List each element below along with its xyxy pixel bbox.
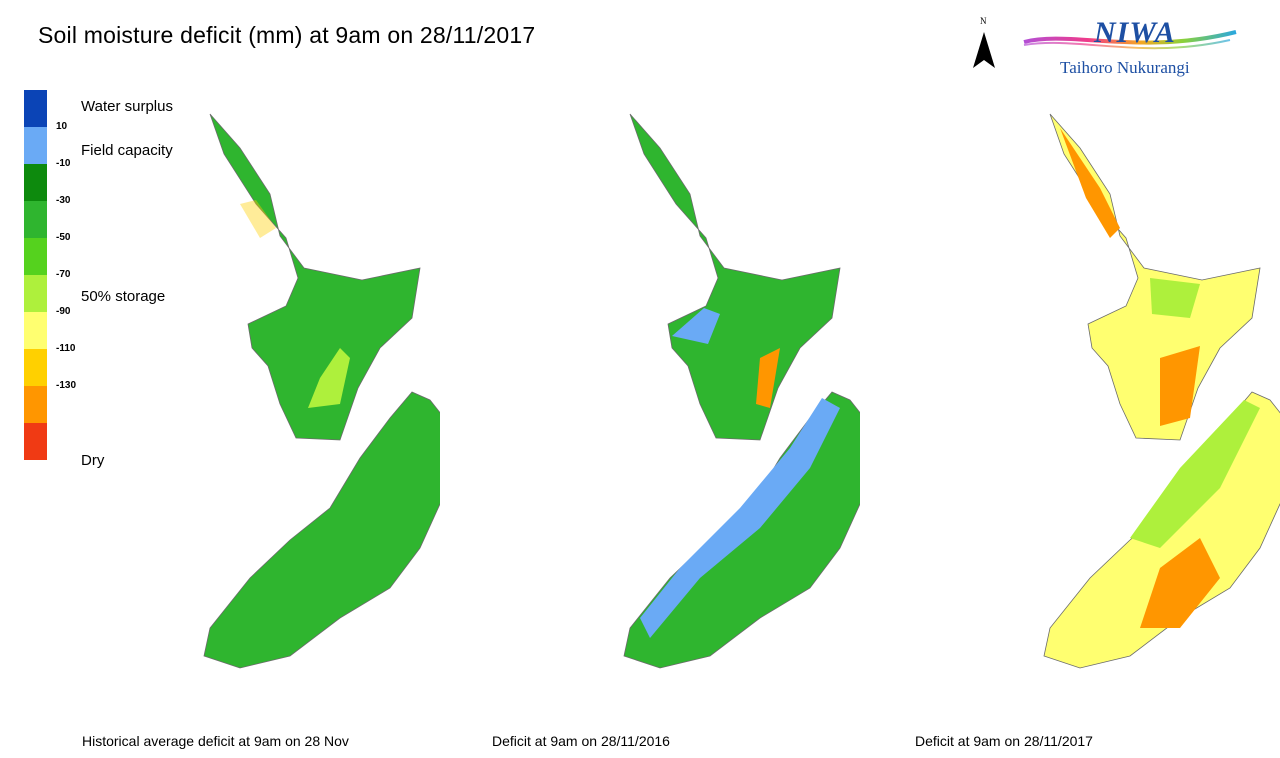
map-historical-average xyxy=(203,113,440,669)
legend-swatch xyxy=(24,201,47,238)
north-arrow-icon xyxy=(973,32,995,68)
legend-tick-label: -70 xyxy=(56,269,71,280)
legend-swatch xyxy=(24,275,47,312)
niwa-wordmark: NIWA xyxy=(1094,16,1176,49)
legend-tick-label: -30 xyxy=(56,195,71,206)
legend-label-50-storage: 50% storage xyxy=(81,288,166,305)
south-island xyxy=(1043,391,1280,669)
caption-deficit-2016: Deficit at 9am on 28/11/2016 xyxy=(492,733,670,749)
legend-label-dry: Dry xyxy=(81,452,105,469)
legend-swatch xyxy=(24,127,47,164)
legend-swatch xyxy=(24,238,47,275)
legend-tick-label: -10 xyxy=(56,158,71,169)
map-deficit-2017 xyxy=(1043,113,1280,669)
legend-swatch xyxy=(24,386,47,423)
legend-swatch xyxy=(24,423,47,460)
legend-tick-label: -130 xyxy=(56,380,77,391)
south-island xyxy=(623,391,860,669)
legend-label-water-surplus: Water surplus xyxy=(81,98,173,115)
legend-label-field-capacity: Field capacity xyxy=(81,142,173,159)
legend-tick-label: 10 xyxy=(56,121,68,132)
caption-deficit-2017: Deficit at 9am on 28/11/2017 xyxy=(915,733,1093,749)
legend-tick-label: -110 xyxy=(56,343,76,354)
north-island xyxy=(1049,113,1261,441)
page-title: Soil moisture deficit (mm) at 9am on 28/… xyxy=(38,22,536,48)
niwa-rainbow-swoosh-icon xyxy=(1023,30,1237,50)
north-island xyxy=(209,113,421,441)
legend-swatch xyxy=(24,164,47,201)
caption-historical-average: Historical average deficit at 9am on 28 … xyxy=(82,733,349,749)
legend-swatch xyxy=(24,349,47,386)
legend-swatch xyxy=(24,90,47,127)
legend-tick-label: -50 xyxy=(56,232,71,243)
north-island xyxy=(629,113,841,441)
niwa-tagline: Taihoro Nukurangi xyxy=(1060,58,1190,77)
niwa-logo: NIWA Taihoro Nukurangi xyxy=(1020,10,1240,84)
legend-tick-label: -90 xyxy=(56,306,71,317)
legend-swatch xyxy=(24,312,47,349)
south-island xyxy=(203,391,440,669)
legend: 10 -10 -30 -50 -70 -90 -110 -130 Water surplus … xyxy=(24,90,224,470)
north-label: N xyxy=(980,16,987,26)
map-deficit-2016 xyxy=(623,113,860,669)
north-arrow: N xyxy=(970,16,998,72)
